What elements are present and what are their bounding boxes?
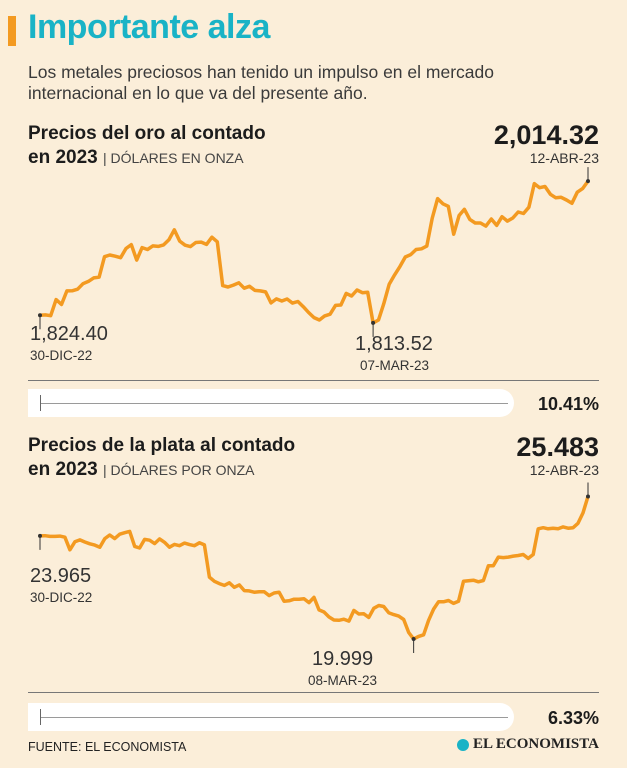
gold-title-line2: en 2023 [28, 147, 98, 168]
source-note: FUENTE: EL ECONOMISTA [28, 740, 187, 754]
globe-icon [457, 738, 469, 751]
gold-change-value: 10.41% [537, 394, 599, 414]
silver-change-line [40, 717, 508, 718]
gold-start-value: 1,824.40 [30, 323, 108, 345]
silver-title-line2: en 2023 [28, 459, 98, 480]
silver-series-line [38, 494, 590, 641]
gold-change-line [40, 403, 508, 404]
silver-change-tick [40, 709, 41, 725]
silver-start-date: 30-DIC-22 [30, 590, 93, 605]
silver-low-point [411, 637, 416, 641]
gold-divider [28, 380, 599, 381]
gold-start-point [38, 313, 42, 318]
silver-change-bar [28, 703, 514, 731]
silver-chart-title: Precios de la plata al contado en 2023 |… [28, 435, 296, 480]
silver-latest-point [586, 494, 590, 499]
silver-start-point [38, 533, 42, 538]
logo-text: EL ECONOMISTA [473, 736, 599, 752]
silver-latest-date: 12-ABR-23 [529, 462, 599, 478]
gold-unit: DÓLARES EN ONZA [110, 150, 244, 166]
silver-start-value: 23.965 [30, 565, 92, 587]
page-title: Importante alza [28, 8, 270, 46]
gold-low-date: 07-MAR-23 [360, 358, 430, 373]
gold-low-value: 1,813.52 [355, 333, 433, 355]
silver-change-value: 6.33% [547, 708, 599, 728]
gold-chart-title: Precios del oro al contado en 2023 | DÓL… [28, 123, 266, 168]
silver-latest-value: 25.483 [516, 432, 599, 462]
gold-latest-value: 2,014.32 [493, 120, 599, 150]
publisher-logo: EL ECONOMISTA [457, 736, 599, 753]
gold-low-point [371, 320, 376, 325]
gold-price-chart [38, 167, 590, 337]
silver-unit: DÓLARES POR ONZA [110, 462, 255, 478]
page-subtitle: Los metales preciosos han tenido un impu… [28, 62, 494, 103]
gold-latest-point [586, 179, 590, 184]
silver-title-line1: Precios de la plata al contado [28, 435, 296, 456]
gold-change-bar [28, 389, 514, 417]
gold-title-line1: Precios del oro al contado [28, 123, 266, 144]
gold-change-tick [40, 395, 41, 411]
title-accent-bar [8, 16, 16, 46]
gold-series-line [38, 179, 590, 325]
silver-low-date: 08-MAR-23 [308, 673, 378, 688]
silver-price-chart [38, 482, 590, 653]
silver-low-value: 19.999 [312, 648, 374, 670]
gold-latest-date: 12-ABR-23 [529, 150, 599, 166]
gold-start-date: 30-DIC-22 [30, 348, 93, 363]
silver-divider [28, 692, 599, 693]
